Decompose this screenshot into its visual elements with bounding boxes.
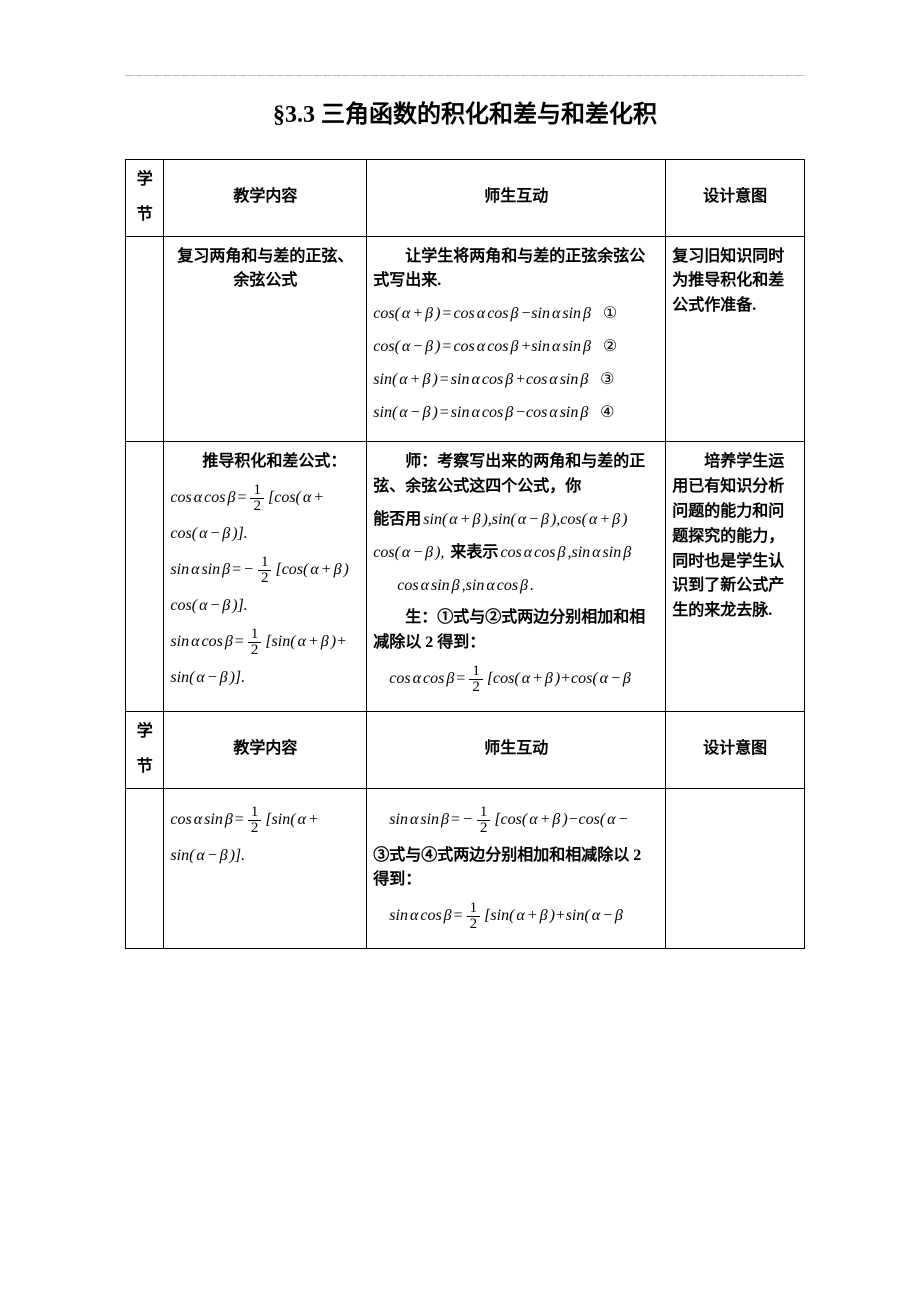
header-interaction: 师生互动 (367, 160, 666, 237)
formula-sincos-b: sin(α−β)]. (170, 666, 360, 691)
formula-coscos: cosαcosβ= 12 [cos(α+ (170, 483, 360, 514)
intent-cont (666, 788, 805, 949)
intent-review-text: 复习旧知识同时为推导积化和差公式作准备. (672, 245, 798, 319)
lesson-table: 学 节 教学内容 师生互动 设计意图 复习两角和与差的正弦、余弦公式 让学生将两… (125, 159, 805, 949)
header-content: 教学内容 (164, 160, 367, 237)
eq-mark-4: ④ (598, 401, 616, 426)
header-intent: 设计意图 (666, 160, 805, 237)
formula-sinsin: sinαsinβ=− 12 [cos(α+β) (170, 555, 360, 586)
header-intent-2: 设计意图 (666, 711, 805, 788)
formula-cossin-b: sin(α−β)]. (170, 844, 360, 869)
interaction-derive-eq1: cosαcosβ= 12 [cos(α+β)+cos(α−β (389, 664, 659, 695)
phase-review (126, 236, 164, 442)
interaction-derive-l2: 能否用sin(α+β),sin(α−β),cos(α+β) (373, 508, 659, 533)
interaction-cont: sinαsinβ=− 12 [cos(α+β)−cos(α− ③式与④式两边分别… (367, 788, 666, 949)
eq-mark-1: ① (601, 302, 619, 327)
page-title: §3.3 三角函数的积化和差与和差化积 (125, 94, 805, 129)
table-header-row-2: 学 节 教学内容 师生互动 设计意图 (126, 711, 805, 788)
interaction-cont-eq1: sinαsinβ=− 12 [cos(α+β)−cos(α− (389, 805, 659, 836)
eq-cos-sum: cos(α+β)=cosαcosβ−sinαsinβ ① (373, 302, 659, 327)
header-phase-2-bottom: 节 (132, 755, 157, 780)
interaction-derive: 师：考察写出来的两角和与差的正弦、余弦公式这四个公式，你 能否用sin(α+β)… (367, 442, 666, 712)
interaction-cont-l1: ③式与④式两边分别相加和相减除以 2 得到： (373, 844, 659, 894)
content-review: 复习两角和与差的正弦、余弦公式 (164, 236, 367, 442)
interaction-cont-eq2: sinαcosβ= 12 [sin(α+β)+sin(α−β (389, 901, 659, 932)
phase-cont (126, 788, 164, 949)
intent-review: 复习旧知识同时为推导积化和差公式作准备. (666, 236, 805, 442)
content-cont: cosαsinβ= 12 [sin(α+ sin(α−β)]. (164, 788, 367, 949)
eq-mark-3: ③ (598, 368, 616, 393)
intent-derive: 培养学生运用已有知识分析问题的能力和问题探究的能力，同时也是学生认识到了新公式产… (666, 442, 805, 712)
eq-cos-diff: cos(α−β)=cosαcosβ+sinαsinβ ② (373, 335, 659, 360)
eq-sin-sum: sin(α+β)=sinαcosβ+cosαsinβ ③ (373, 368, 659, 393)
header-phase-top: 学 (132, 168, 157, 193)
interaction-derive-l4: cosαsinβ,sinαcosβ. (397, 574, 659, 599)
table-header-row: 学 节 教学内容 师生互动 设计意图 (126, 160, 805, 237)
interaction-derive-l3: cos(α−β), 来表示cosαcosβ,sinαsinβ (373, 541, 659, 566)
content-review-title: 复习两角和与差的正弦、余弦公式 (170, 245, 360, 295)
table-row-review: 复习两角和与差的正弦、余弦公式 让学生将两角和与差的正弦余弦公式写出来. cos… (126, 236, 805, 442)
table-row-cont: cosαsinβ= 12 [sin(α+ sin(α−β)]. sinαsinβ… (126, 788, 805, 949)
header-phase-bottom: 节 (132, 203, 157, 228)
header-phase: 学 节 (126, 160, 164, 237)
formula-cossin: cosαsinβ= 12 [sin(α+ (170, 805, 360, 836)
header-phase-2-top: 学 (132, 720, 157, 745)
interaction-review-intro: 让学生将两角和与差的正弦余弦公式写出来. (373, 245, 659, 295)
formula-sinsin-b: cos(α−β)]. (170, 594, 360, 619)
interaction-derive-l1: 师：考察写出来的两角和与差的正弦、余弦公式这四个公式，你 (373, 450, 659, 500)
intent-derive-text: 培养学生运用已有知识分析问题的能力和问题探究的能力，同时也是学生认识到了新公式产… (672, 450, 798, 624)
eq-sin-diff: sin(α−β)=sinαcosβ−cosαsinβ ④ (373, 401, 659, 426)
header-content-2: 教学内容 (164, 711, 367, 788)
formula-sincos: sinαcosβ= 12 [sin(α+β)+ (170, 627, 360, 658)
formula-coscos-b: cos(α−β)]. (170, 522, 360, 547)
table-row-derive: 推导积化和差公式： cosαcosβ= 12 [cos(α+ cos(α−β)]… (126, 442, 805, 712)
content-derive-title: 推导积化和差公式： (170, 450, 360, 475)
header-interaction-2: 师生互动 (367, 711, 666, 788)
content-derive: 推导积化和差公式： cosαcosβ= 12 [cos(α+ cos(α−β)]… (164, 442, 367, 712)
header-phase-2: 学 节 (126, 711, 164, 788)
top-dash-line: ________________________________________… (125, 60, 805, 76)
interaction-review: 让学生将两角和与差的正弦余弦公式写出来. cos(α+β)=cosαcosβ−s… (367, 236, 666, 442)
eq-mark-2: ② (601, 335, 619, 360)
phase-derive (126, 442, 164, 712)
interaction-derive-l5: 生：①式与②式两边分别相加和相减除以 2 得到： (373, 606, 659, 656)
